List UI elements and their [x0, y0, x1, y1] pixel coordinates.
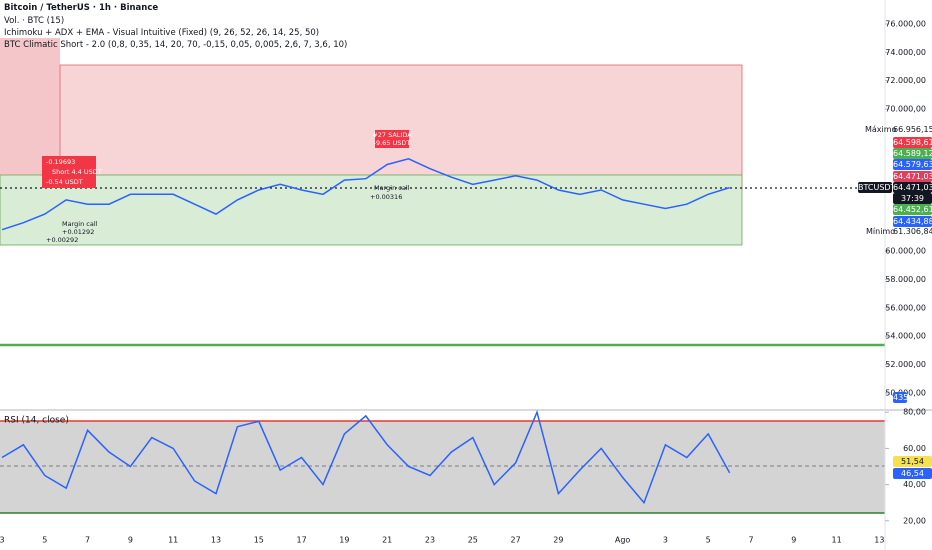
- annotation: +0.01292: [62, 228, 94, 236]
- volume-tag: 435: [893, 392, 909, 403]
- rsi-tag: 51,54: [893, 456, 932, 467]
- x-tick-label: 9: [128, 536, 133, 545]
- y-tick-label: 20,00: [903, 516, 926, 525]
- annotation: #27 SALIDA: [372, 131, 412, 139]
- price-tag: 64.452,61: [893, 204, 932, 215]
- annotation: -0.54 USDT: [46, 178, 83, 186]
- y-tick-label: 60.000,00: [885, 247, 926, 256]
- x-tick-label: 27: [511, 536, 521, 545]
- indicator: Vol. · BTC (15): [4, 16, 65, 26]
- x-tick-label: 29: [553, 536, 563, 545]
- annotation-box: [375, 130, 409, 148]
- x-tick-label: 11: [832, 536, 842, 545]
- annotation: +0.00316: [370, 193, 402, 201]
- y-tick-label: 56.000,00: [885, 303, 926, 312]
- annotation: Margin call: [62, 220, 98, 228]
- x-tick-label: 13: [211, 536, 221, 545]
- annotation: -9.65 USDT: [374, 139, 411, 147]
- min-value: 61.306,84: [893, 227, 932, 236]
- y-tick-label: 60,00: [903, 444, 926, 453]
- price-tag: 64.589,12: [893, 148, 932, 159]
- x-tick-label: 7: [85, 536, 90, 545]
- x-tick-label: 3: [0, 536, 5, 545]
- price-tag: 64.598,61: [893, 137, 932, 148]
- x-tick-label: 17: [297, 536, 307, 545]
- x-tick-label: 3: [663, 536, 668, 545]
- y-tick-label: 54.000,00: [885, 332, 926, 341]
- x-tick-label: 9: [791, 536, 796, 545]
- y-tick-label: 70.000,00: [885, 105, 926, 114]
- price-line: [1, 409, 731, 505]
- y-tick-label: 80,00: [903, 408, 926, 417]
- symbol-title: Bitcoin / TetherUS · 1h · Binance: [4, 3, 159, 13]
- x-tick-label: Ago: [615, 536, 631, 545]
- price-tag: 64.434,88: [893, 216, 932, 227]
- x-tick-label: 7: [748, 536, 753, 545]
- y-tick-label: 72.000,00: [885, 76, 926, 85]
- annotation: Margin call: [374, 184, 410, 192]
- x-tick-label: 15: [254, 536, 264, 545]
- price-tag: 64.579,63: [893, 159, 932, 170]
- rsi-band: [0, 421, 885, 513]
- max-label: Máximo: [865, 125, 897, 134]
- annotation: -0.19693: [46, 158, 75, 166]
- rsi-title: RSI (14, close): [4, 416, 69, 426]
- green-zone: [0, 174, 743, 246]
- x-tick-label: 19: [339, 536, 349, 545]
- x-tick-label: 13: [874, 536, 884, 545]
- indicator: Ichimoku + ADX + EMA - Visual Intuitive …: [4, 28, 320, 38]
- annotation: Short 4.4 USDT: [52, 168, 102, 176]
- rsi-tag: 46,54: [893, 468, 932, 479]
- red-zone: [59, 64, 743, 191]
- countdown: 37:39: [893, 193, 932, 204]
- x-tick-label: 5: [706, 536, 711, 545]
- price-tag: 64.471,03: [893, 182, 932, 193]
- x-tick-label: 23: [425, 536, 435, 545]
- indicator: BTC Climatic Short - 2.0 (0,8, 0,35, 14,…: [4, 40, 348, 50]
- price-tag: 64.471,03: [893, 171, 932, 182]
- x-tick-label: 5: [42, 536, 47, 545]
- y-tick-label: 52.000,00: [885, 360, 926, 369]
- x-tick-label: 25: [468, 536, 478, 545]
- annotations: #27 SALIDA -9.65 USDT Margin call +0.003…: [42, 130, 412, 244]
- annotation: +0.00292: [46, 236, 78, 244]
- price-line: [1, 158, 730, 231]
- red-zone: [0, 38, 60, 178]
- y-tick-label: 74.000,00: [885, 48, 926, 57]
- y-tick-label: 58.000,00: [885, 275, 926, 284]
- x-tick-label: 21: [382, 536, 392, 545]
- y-tick-label: 40,00: [903, 480, 926, 489]
- symbol-tag: BTCUSDT: [858, 182, 896, 193]
- y-tick-label: 76.000,00: [885, 19, 926, 28]
- max-value: 66.956,15: [893, 125, 932, 134]
- x-tick-label: 11: [168, 536, 178, 545]
- min-label: Mínimo: [866, 227, 896, 236]
- annotation-box: [42, 156, 96, 188]
